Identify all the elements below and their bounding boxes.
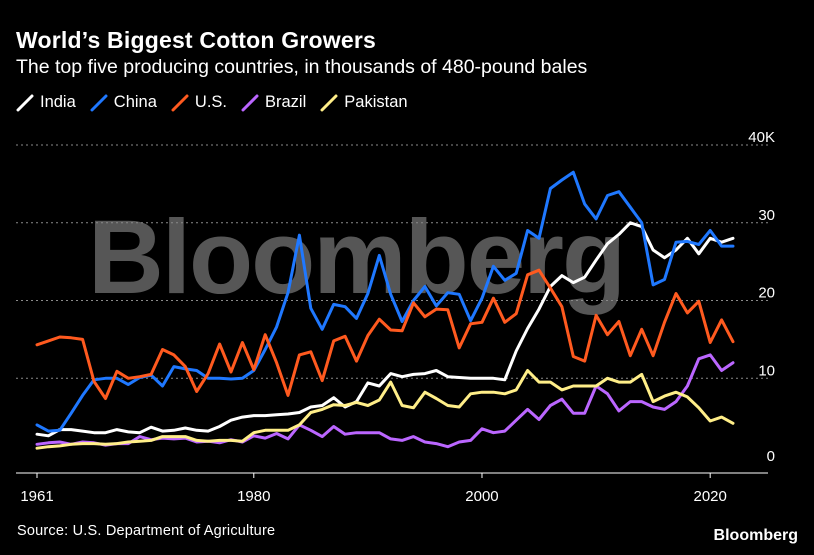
- legend-label: Brazil: [265, 93, 307, 111]
- grid-lines: [16, 144, 768, 379]
- legend-label: Pakistan: [344, 93, 408, 111]
- series-line-pakistan: [35, 369, 735, 450]
- x-tick-label: 2020: [693, 488, 726, 505]
- brand-logo: Bloomberg: [713, 527, 798, 544]
- series-line-india: [35, 221, 735, 438]
- x-axis: 1961 1980 2000 2020: [16, 472, 768, 505]
- legend-label: India: [40, 93, 76, 111]
- y-tick-label: 30: [758, 207, 775, 224]
- y-tick-label: 20: [758, 285, 775, 302]
- x-tick-label: 2000: [465, 488, 498, 505]
- chart-title: World’s Biggest Cotton Growers: [16, 27, 376, 53]
- legend-swatch-icon: [171, 94, 189, 111]
- series-line-us: [35, 268, 735, 400]
- legend: India China U.S. Brazil Pakistan: [16, 93, 422, 112]
- legend-label: China: [113, 93, 157, 111]
- y-tick-label: 0: [767, 448, 775, 465]
- y-tick-label: 40K: [748, 129, 775, 146]
- legend-swatch-icon: [16, 94, 34, 111]
- legend-item: Brazil: [241, 93, 306, 112]
- legend-item: India: [16, 93, 76, 112]
- x-tick-label: 1961: [20, 488, 53, 505]
- legend-item: U.S.: [171, 93, 227, 112]
- chart-subtitle: The top five producing countries, in tho…: [16, 56, 588, 78]
- y-axis: 0 10 20 30 40K: [748, 129, 775, 465]
- legend-item: Pakistan: [320, 93, 408, 112]
- legend-swatch-icon: [320, 94, 338, 111]
- series-lines: [35, 170, 735, 450]
- y-tick-label: 10: [758, 362, 775, 379]
- legend-label: U.S.: [194, 93, 227, 111]
- legend-swatch-icon: [241, 94, 259, 111]
- legend-swatch-icon: [90, 94, 108, 111]
- legend-item: China: [90, 93, 157, 112]
- series-line-china: [35, 170, 735, 433]
- source-note: Source: U.S. Department of Agriculture: [17, 523, 276, 539]
- x-tick-label: 1980: [237, 488, 270, 505]
